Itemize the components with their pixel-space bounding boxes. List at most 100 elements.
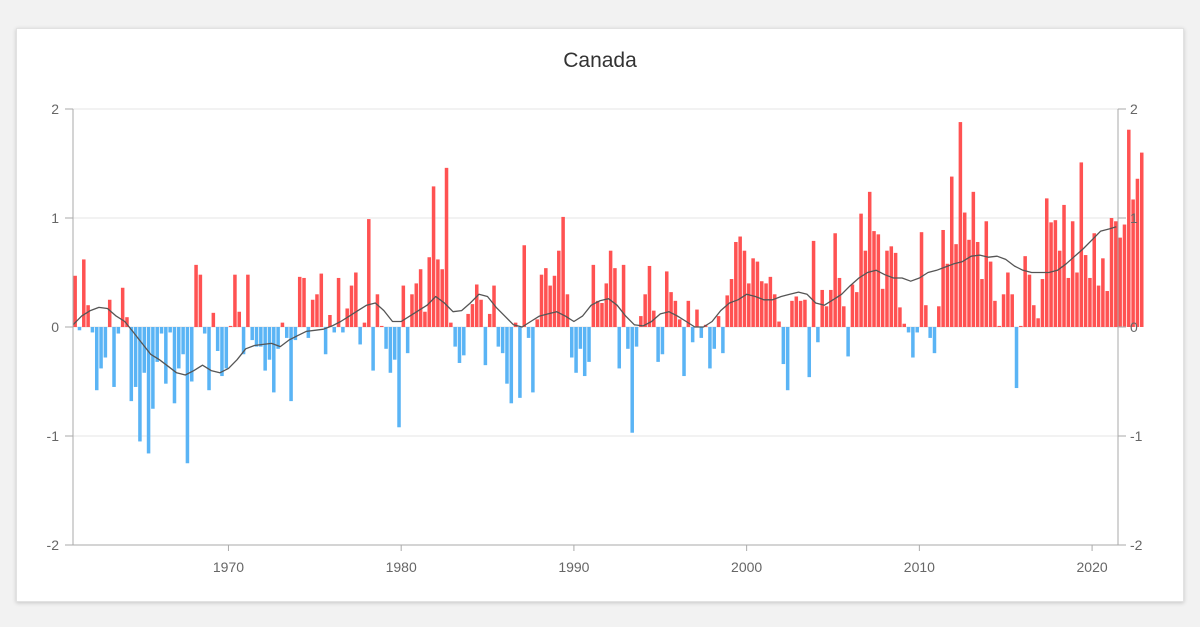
bar — [228, 325, 233, 327]
bar — [595, 300, 600, 327]
bar — [1027, 274, 1032, 327]
bar — [142, 327, 147, 373]
bar — [487, 313, 492, 327]
bar — [436, 259, 440, 327]
bar — [785, 327, 790, 391]
bar — [444, 167, 449, 327]
bar — [241, 327, 246, 355]
bar — [237, 311, 242, 327]
bar — [734, 241, 738, 327]
chart-card: Canada 2 2 1 1 0 0 -1 -1 -2 -2 1970 1980 1990 2000 201… — [16, 28, 1184, 602]
bar — [941, 229, 945, 327]
bar — [379, 325, 384, 327]
bar — [297, 276, 302, 327]
bar — [103, 327, 108, 358]
bar — [682, 327, 686, 377]
y-tick-label-left: 0 — [51, 319, 59, 335]
bar — [518, 327, 522, 398]
bar — [639, 316, 643, 327]
bar — [341, 327, 345, 333]
bar — [677, 319, 682, 327]
bar — [1139, 152, 1144, 327]
bar — [522, 245, 527, 327]
bar — [483, 327, 488, 366]
bar — [263, 327, 267, 371]
bar — [479, 299, 483, 327]
bar — [647, 265, 652, 327]
bar — [708, 327, 712, 369]
bar — [185, 327, 190, 464]
bar — [889, 246, 894, 327]
x-tick-label: 1970 — [213, 559, 244, 575]
bar — [591, 264, 596, 327]
bar — [189, 327, 194, 382]
bar — [272, 327, 276, 393]
bar — [397, 327, 401, 428]
bar — [1010, 294, 1014, 327]
bar — [660, 327, 665, 355]
bar — [582, 327, 587, 377]
bar — [721, 327, 725, 354]
bar — [254, 327, 259, 347]
bar — [768, 276, 773, 327]
bar — [138, 327, 142, 442]
bar — [1118, 237, 1122, 327]
bar — [431, 186, 436, 327]
bar — [323, 327, 328, 355]
bar — [1127, 129, 1131, 327]
bar — [414, 283, 419, 327]
bar — [1070, 221, 1075, 327]
bar — [872, 231, 876, 327]
bar — [418, 269, 423, 327]
bar — [915, 327, 919, 333]
chart-plot: 2 2 1 1 0 0 -1 -1 -2 -2 1970 1980 1990 2000 2010 2020 — [47, 101, 1144, 575]
bar — [949, 176, 954, 327]
bar — [133, 327, 138, 387]
bar — [539, 274, 544, 327]
y-tick-label-right: 0 — [1130, 319, 1138, 335]
bar — [656, 327, 660, 362]
bar — [954, 244, 958, 327]
bar — [975, 241, 980, 327]
bar — [937, 306, 941, 327]
x-tick-label: 2000 — [731, 559, 762, 575]
bar — [565, 294, 570, 327]
bar — [194, 264, 198, 327]
bar — [198, 274, 203, 327]
bar — [885, 250, 889, 327]
bar — [621, 264, 626, 327]
bar — [224, 327, 229, 369]
bar — [1122, 224, 1127, 327]
bar — [453, 327, 457, 347]
bar — [259, 327, 263, 347]
bar — [1083, 255, 1088, 327]
bar — [747, 283, 751, 327]
bar — [246, 274, 250, 327]
bar — [617, 327, 622, 369]
bar — [332, 327, 337, 333]
bar — [695, 309, 699, 327]
bar — [604, 283, 609, 327]
trend-line — [72, 226, 1117, 376]
bar — [837, 277, 842, 327]
bar — [561, 216, 565, 327]
bar — [289, 327, 293, 402]
bar — [233, 274, 237, 327]
bar — [1053, 220, 1058, 327]
bar — [988, 261, 993, 327]
bar — [531, 327, 535, 393]
bar — [842, 306, 846, 327]
bar — [643, 294, 647, 327]
bar — [725, 295, 729, 327]
bar — [634, 327, 639, 347]
bar — [544, 268, 548, 327]
bar — [509, 327, 514, 404]
bar — [1044, 198, 1049, 327]
bar — [557, 250, 561, 327]
x-tick-label: 1980 — [386, 559, 417, 575]
bar — [898, 307, 902, 327]
bar — [816, 327, 820, 343]
bar — [1088, 277, 1092, 327]
bar — [423, 311, 427, 327]
bar — [669, 292, 673, 327]
